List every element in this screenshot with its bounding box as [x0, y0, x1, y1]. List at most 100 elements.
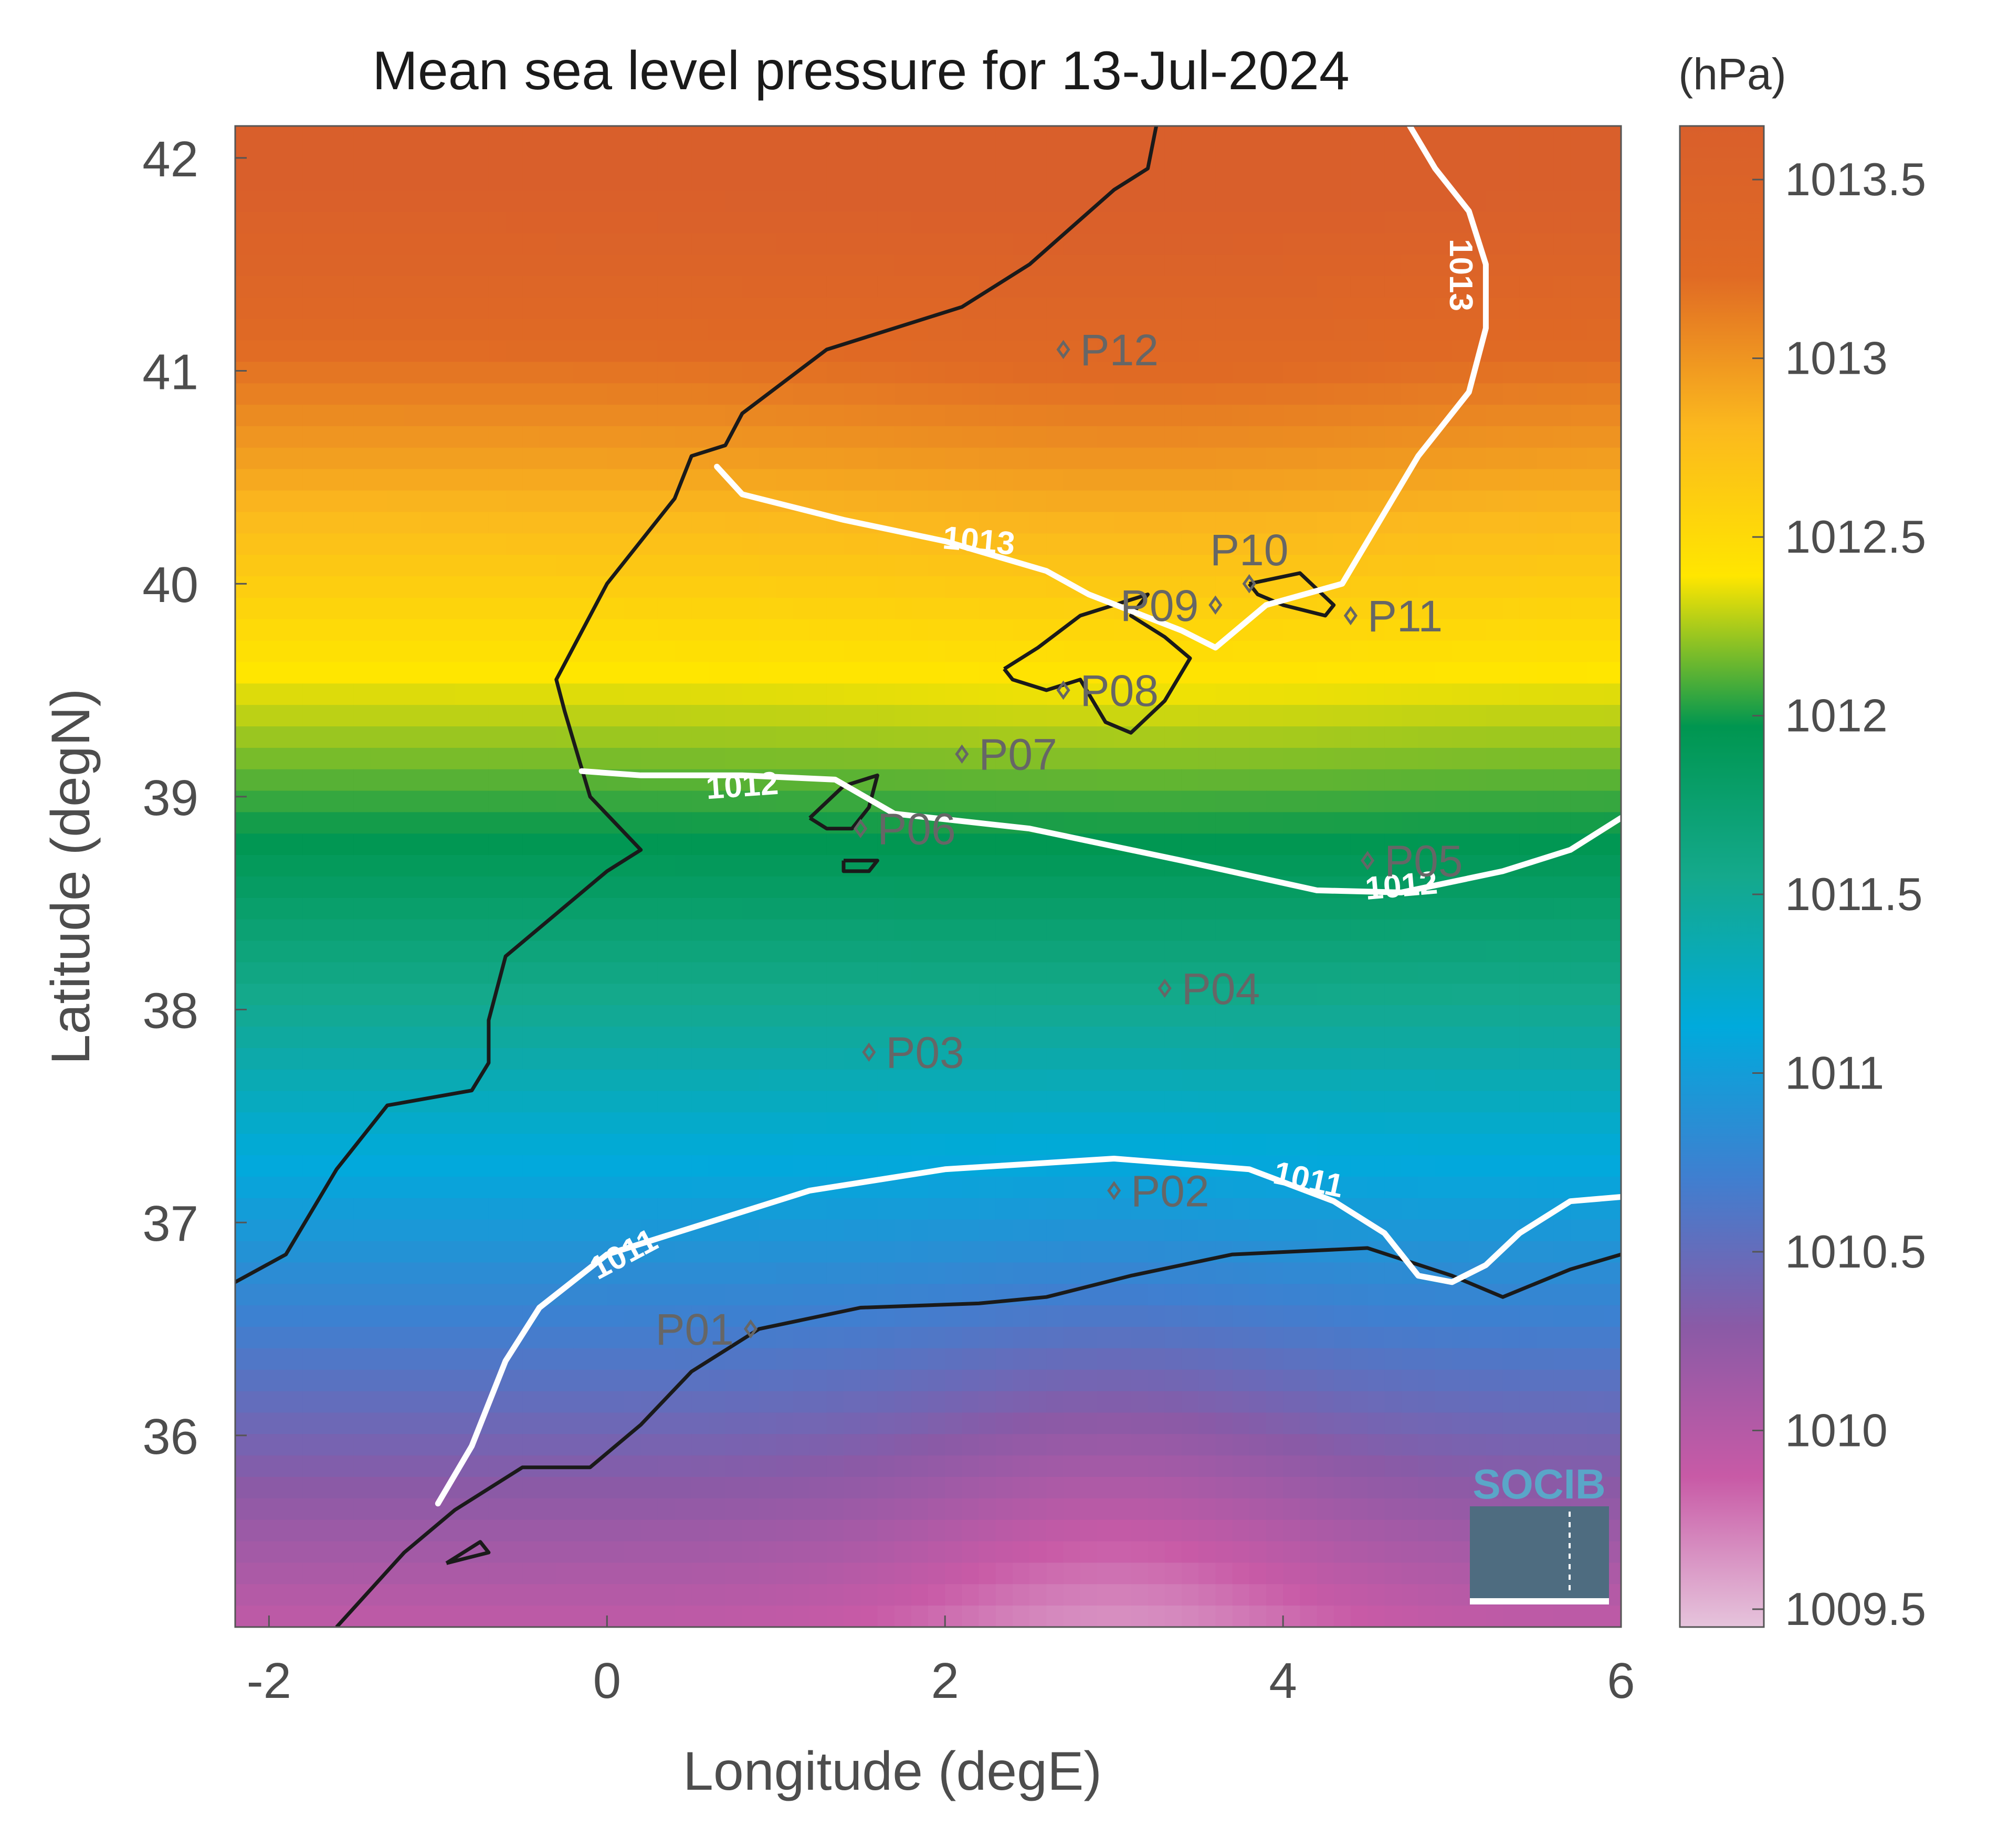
pressure-cell — [725, 1155, 743, 1177]
pressure-cell — [438, 319, 456, 341]
pressure-cell — [1232, 1112, 1250, 1135]
pressure-cell — [759, 705, 776, 727]
pressure-cell — [979, 1305, 996, 1327]
pressure-cell — [1300, 1391, 1318, 1413]
pressure-cell — [1570, 147, 1588, 170]
pressure-cell — [1537, 1027, 1554, 1049]
pressure-cell — [1368, 490, 1385, 513]
pressure-cell — [945, 1177, 963, 1199]
pressure-cell — [421, 1305, 439, 1327]
pressure-cell — [235, 533, 253, 555]
pressure-cell — [1114, 147, 1132, 170]
pressure-cell — [675, 1284, 692, 1306]
pressure-cell — [1317, 683, 1334, 705]
pressure-cell — [269, 790, 287, 813]
pressure-cell — [1266, 555, 1284, 577]
pressure-cell — [252, 1027, 270, 1049]
pressure-cell — [1317, 855, 1334, 877]
pressure-cell — [471, 1198, 489, 1220]
pressure-cell — [387, 662, 405, 684]
pressure-cell — [1029, 833, 1047, 856]
pressure-cell — [1148, 1177, 1165, 1199]
pressure-cell — [1317, 1391, 1334, 1413]
pressure-cell — [455, 597, 472, 620]
pressure-cell — [1350, 1284, 1368, 1306]
pressure-cell — [539, 555, 557, 577]
pressure-cell — [1604, 426, 1621, 448]
pressure-cell — [1587, 984, 1605, 1006]
pressure-cell — [894, 576, 912, 598]
pressure-cell — [945, 1219, 963, 1242]
pressure-cell — [302, 962, 320, 985]
pressure-cell — [1350, 726, 1368, 748]
pressure-cell — [1215, 1069, 1233, 1092]
pressure-cell — [776, 1369, 794, 1392]
pressure-cell — [826, 941, 844, 963]
pressure-cell — [1604, 597, 1621, 620]
pressure-cell — [1587, 447, 1605, 470]
pressure-cell — [725, 1369, 743, 1392]
pressure-cell — [1029, 619, 1047, 641]
pressure-cell — [928, 877, 945, 899]
pressure-cell — [793, 683, 811, 705]
pressure-cell — [353, 1348, 371, 1370]
pressure-cell — [387, 1177, 405, 1199]
pressure-cell — [455, 877, 472, 899]
pressure-cell — [1029, 941, 1047, 963]
pressure-cell — [911, 212, 929, 234]
pressure-cell — [302, 705, 320, 727]
pressure-cell — [844, 168, 861, 191]
pressure-cell — [1283, 1262, 1301, 1285]
pressure-cell — [590, 297, 608, 320]
pressure-cell — [506, 447, 523, 470]
pressure-cell — [1063, 233, 1081, 255]
pressure-cell — [1029, 705, 1047, 727]
pressure-cell — [1418, 490, 1436, 513]
pressure-cell — [539, 1027, 557, 1049]
pressure-cell — [336, 126, 354, 148]
pressure-cell — [1266, 1348, 1284, 1370]
pressure-cell — [421, 168, 439, 191]
pressure-cell — [1181, 790, 1199, 813]
pressure-cell — [894, 855, 912, 877]
pressure-cell — [539, 405, 557, 427]
pressure-cell — [640, 1369, 658, 1392]
pressure-cell — [455, 1048, 472, 1070]
pressure-cell — [945, 1048, 963, 1070]
pressure-cell — [742, 319, 760, 341]
pressure-cell — [691, 255, 709, 277]
pressure-cell — [1519, 812, 1537, 835]
pressure-cell — [1063, 1027, 1081, 1049]
pressure-cell — [438, 533, 456, 555]
pressure-cell — [607, 276, 625, 298]
pressure-cell — [928, 855, 945, 877]
pressure-cell — [1114, 576, 1132, 598]
pressure-cell — [1114, 469, 1132, 491]
pressure-cell — [506, 1284, 523, 1306]
pressure-cell — [844, 555, 861, 577]
pressure-cell — [640, 705, 658, 727]
pressure-cell — [877, 833, 895, 856]
pressure-cell — [235, 362, 253, 384]
pressure-cell — [1435, 319, 1453, 341]
pressure-cell — [353, 1219, 371, 1242]
pressure-cell — [844, 297, 861, 320]
pressure-cell — [708, 941, 726, 963]
pressure-cell — [962, 1241, 980, 1263]
pressure-cell — [742, 705, 760, 727]
pressure-cell — [1181, 576, 1199, 598]
pressure-cell — [1114, 1369, 1132, 1392]
pressure-cell — [1604, 233, 1621, 255]
pressure-cell — [1384, 1284, 1402, 1306]
pressure-cell — [1300, 1005, 1318, 1027]
pressure-cell — [1080, 533, 1098, 555]
pressure-cell — [370, 619, 388, 641]
pressure-cell — [573, 212, 591, 234]
pressure-cell — [995, 576, 1013, 598]
pressure-cell — [1368, 1348, 1385, 1370]
pressure-cell — [826, 426, 844, 448]
pressure-cell — [877, 1005, 895, 1027]
pressure-cell — [1350, 1091, 1368, 1113]
pressure-cell — [573, 319, 591, 341]
pressure-cell — [1283, 362, 1301, 384]
